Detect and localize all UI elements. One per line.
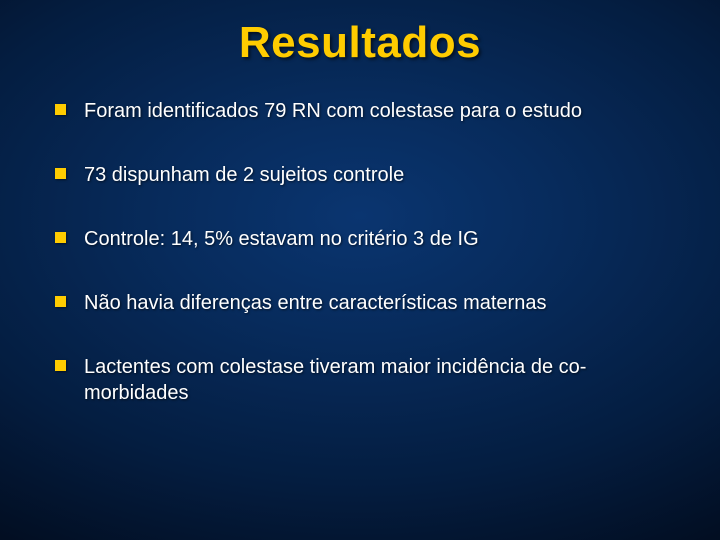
bullet-icon — [55, 360, 66, 371]
bullet-icon — [55, 232, 66, 243]
list-item: Lactentes com colestase tiveram maior in… — [55, 354, 665, 406]
bullet-icon — [55, 104, 66, 115]
bullet-icon — [55, 296, 66, 307]
list-item: 73 dispunham de 2 sujeitos controle — [55, 162, 665, 188]
slide: Resultados Foram identificados 79 RN com… — [0, 0, 720, 540]
bullet-text: Controle: 14, 5% estavam no critério 3 d… — [84, 226, 479, 252]
bullet-icon — [55, 168, 66, 179]
slide-title: Resultados — [0, 0, 720, 78]
bullet-text: Foram identificados 79 RN com colestase … — [84, 98, 582, 124]
bullet-text: 73 dispunham de 2 sujeitos controle — [84, 162, 404, 188]
bullet-text: Lactentes com colestase tiveram maior in… — [84, 354, 665, 406]
slide-content: Foram identificados 79 RN com colestase … — [0, 78, 720, 406]
list-item: Foram identificados 79 RN com colestase … — [55, 98, 665, 124]
list-item: Não havia diferenças entre característic… — [55, 290, 665, 316]
list-item: Controle: 14, 5% estavam no critério 3 d… — [55, 226, 665, 252]
bullet-text: Não havia diferenças entre característic… — [84, 290, 546, 316]
